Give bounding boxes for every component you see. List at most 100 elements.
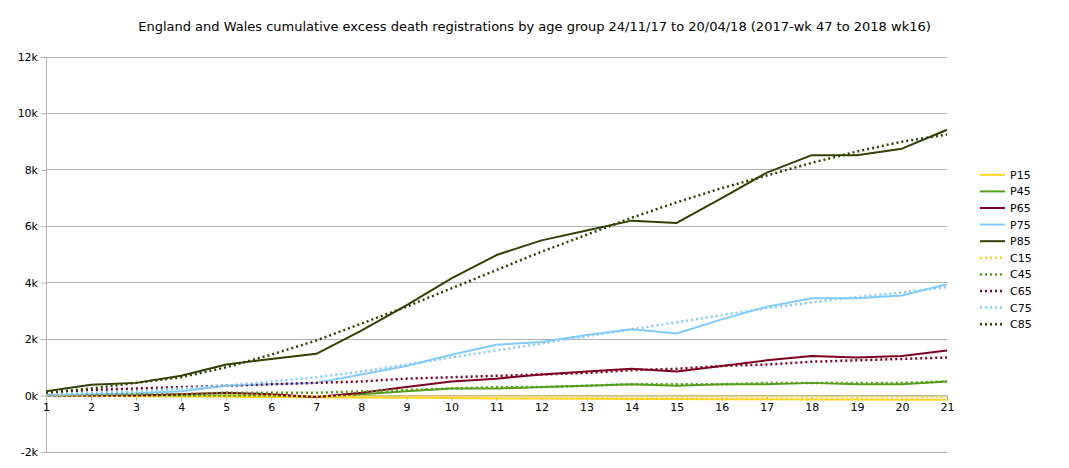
grid-line (46, 282, 947, 283)
legend-label: C65 (1010, 285, 1032, 298)
x-tick-label: 11 (490, 401, 504, 414)
y-tick-label: -2k (21, 446, 39, 459)
x-axis-line (47, 396, 948, 397)
x-tick-label: 18 (805, 401, 819, 414)
y-tick-mark (41, 339, 46, 340)
y-tick-mark (41, 283, 46, 284)
legend-entry: C85 (980, 318, 1032, 331)
x-tick: 1 (43, 396, 50, 415)
x-tick-label: 7 (313, 401, 320, 414)
legend-key (980, 224, 1005, 226)
series-line (46, 284, 947, 395)
y-tick: 12k (18, 51, 46, 64)
lines (46, 130, 947, 400)
legend-entry: P15 (980, 169, 1031, 182)
y-tick-mark (41, 396, 46, 397)
legend-key (980, 257, 1005, 260)
plot: -2k0k2k4k6k8k10k12k123456789101112131415… (18, 51, 955, 459)
x-tick-label: 21 (941, 401, 955, 414)
x-tick: 4 (178, 396, 185, 415)
x-tick-label: 1 (43, 401, 50, 414)
x-tick-label: 10 (445, 401, 459, 414)
x-tick-label: 4 (178, 401, 185, 414)
legend-entry: P85 (980, 235, 1031, 248)
legend-entry: P65 (980, 202, 1031, 215)
legend-label: P15 (1010, 169, 1031, 182)
y-tick: 10k (18, 107, 46, 120)
legend-entry: C65 (980, 285, 1032, 298)
x-tick-label: 19 (850, 401, 864, 414)
x-tick-label: 8 (358, 401, 365, 414)
series-line (46, 396, 947, 397)
y-tick: 8k (25, 164, 46, 177)
x-tick-label: 2 (88, 401, 95, 414)
x-tick-label: 12 (535, 401, 549, 414)
y-tick-mark (41, 226, 46, 227)
series-line (46, 135, 947, 393)
x-tick-label: 14 (625, 401, 639, 414)
grid-line (46, 339, 947, 340)
legend: P15 P45 P65 P75 P85 C15 C45 C65 C75 C85 (980, 169, 1032, 331)
x-tick-label: 3 (133, 401, 140, 414)
grid-line (46, 452, 947, 453)
x-tick: 18 (805, 396, 819, 415)
legend-label: C75 (1010, 302, 1032, 315)
y-tick-label: 12k (18, 51, 39, 64)
legend-key (980, 290, 1005, 293)
x-tick-mark (947, 396, 948, 401)
x-tick: 7 (313, 396, 320, 415)
legend-label: C15 (1010, 252, 1032, 265)
series-line (46, 396, 947, 400)
grid-line (46, 113, 947, 114)
x-tick-label: 17 (760, 401, 774, 414)
y-tick: -2k (21, 446, 46, 459)
legend-label: C85 (1010, 318, 1032, 331)
legend-entry: C75 (980, 302, 1032, 315)
x-tick: 6 (268, 396, 275, 415)
legend-label: P65 (1010, 202, 1031, 215)
x-tick-label: 9 (403, 401, 410, 414)
legend-key (980, 273, 1005, 276)
legend-key (980, 323, 1005, 326)
y-tick-label: 10k (18, 107, 39, 120)
legend-key (980, 207, 1005, 209)
grid (46, 57, 947, 452)
legend-entry: P75 (980, 219, 1031, 232)
x-tick-label: 16 (715, 401, 729, 414)
legend-key (980, 190, 1005, 192)
grid-line (46, 169, 947, 170)
x-tick: 3 (133, 396, 140, 415)
legend-label: P85 (1010, 235, 1031, 248)
y-tick-label: 0k (25, 390, 39, 403)
x-tick-label: 6 (268, 401, 275, 414)
legend-entry: P45 (980, 185, 1031, 198)
x-tick: 20 (895, 396, 909, 415)
x-tick-label: 20 (895, 401, 909, 414)
y-tick-label: 6k (25, 220, 39, 233)
series-line (46, 350, 947, 397)
y-tick-mark (41, 57, 46, 58)
y-tick-mark (41, 170, 46, 171)
y-tick: 4k (25, 277, 46, 290)
x-tick-label: 13 (580, 401, 594, 414)
y-tick: 6k (25, 220, 46, 233)
legend-label: C45 (1010, 268, 1032, 281)
chart: England and Wales cumulative excess deat… (0, 0, 1069, 468)
title: England and Wales cumulative excess deat… (138, 19, 931, 34)
legend-key (980, 240, 1005, 242)
grid-line (46, 57, 947, 58)
x-axis: 123456789101112131415161718192021 (43, 396, 955, 415)
y-tick-mark (41, 452, 46, 453)
legend-key (980, 174, 1005, 176)
x-tick: 21 (941, 396, 955, 415)
x-tick: 2 (88, 396, 95, 415)
legend-key (980, 306, 1005, 309)
legend-label: P45 (1010, 185, 1031, 198)
y-axis: -2k 0k 2k 4k 6k 8k 10k 12k (18, 51, 47, 459)
x-tick: 5 (223, 396, 230, 415)
legend-label: P75 (1010, 219, 1031, 232)
grid-line (46, 226, 947, 227)
y-tick-label: 2k (25, 333, 39, 346)
y-tick-label: 4k (25, 277, 39, 290)
y-tick-label: 8k (25, 164, 39, 177)
